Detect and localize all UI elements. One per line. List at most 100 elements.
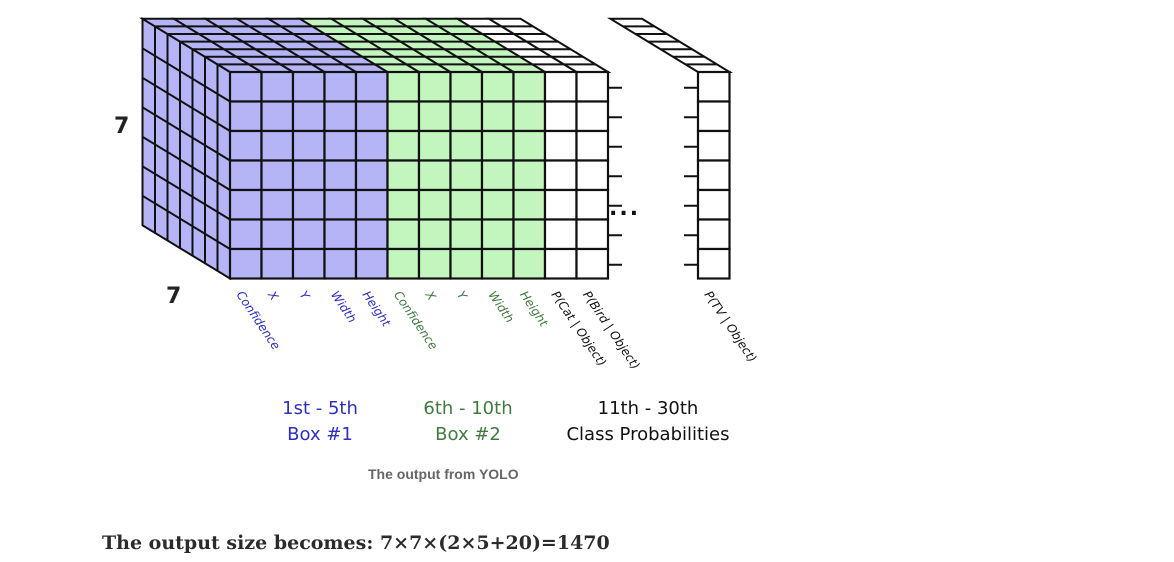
front-cell <box>354 100 389 133</box>
front-cell <box>228 129 263 162</box>
front-cell <box>323 70 358 103</box>
front-cell <box>543 100 578 133</box>
front-cell <box>228 70 263 103</box>
front-cell <box>260 159 295 192</box>
front-cell <box>291 159 326 192</box>
front-cell <box>512 100 547 133</box>
front-cell <box>575 188 610 221</box>
front-cell <box>543 247 578 280</box>
class-prob-label-last: P(TV | Object) <box>702 288 760 365</box>
depth-dimension-label: 7 <box>166 284 182 309</box>
front-cell <box>323 218 358 251</box>
front-cell <box>543 159 578 192</box>
front-cell <box>575 70 610 103</box>
side-row-line <box>141 135 231 191</box>
front-cell <box>449 247 484 280</box>
front-cell <box>291 100 326 133</box>
front-cell <box>228 159 263 192</box>
last-slab-cell <box>696 218 731 251</box>
front-cell <box>386 188 421 221</box>
front-cell <box>386 100 421 133</box>
front-cell <box>417 218 452 251</box>
front-cell <box>512 218 547 251</box>
box2-param-label: X <box>422 288 439 304</box>
last-slab-cell <box>696 159 731 192</box>
front-cell <box>260 70 295 103</box>
front-cell <box>291 218 326 251</box>
front-cell <box>543 129 578 162</box>
front-cell <box>449 100 484 133</box>
front-cell <box>260 188 295 221</box>
front-cell <box>354 188 389 221</box>
front-cell <box>228 218 263 251</box>
last-slab-cell <box>696 129 731 162</box>
front-cell <box>417 129 452 162</box>
front-cell <box>260 100 295 133</box>
figure-caption: The output from YOLO <box>368 466 519 482</box>
last-slab-cell <box>696 70 731 103</box>
front-cell <box>386 218 421 251</box>
class-name: Class Probabilities <box>566 424 730 445</box>
last-slab-cell <box>696 247 731 280</box>
box1-param-label: Width <box>328 288 359 325</box>
front-cell <box>354 159 389 192</box>
box2-range: 6th - 10th <box>423 398 513 419</box>
front-cell <box>449 188 484 221</box>
front-cell <box>480 100 515 133</box>
side-row-line <box>141 47 231 103</box>
front-cell <box>291 188 326 221</box>
front-cell <box>386 70 421 103</box>
front-cell <box>480 218 515 251</box>
box2-param-label: Height <box>517 288 552 330</box>
front-cell <box>323 247 358 280</box>
box2-name: Box #2 <box>435 424 501 445</box>
front-cell <box>323 129 358 162</box>
class-group-label: 11th - 30th Class Probabilities <box>548 396 748 448</box>
front-cell <box>575 218 610 251</box>
front-cell <box>417 159 452 192</box>
front-cell <box>575 129 610 162</box>
front-cell <box>575 159 610 192</box>
front-cell <box>417 100 452 133</box>
front-cell <box>480 159 515 192</box>
front-cell <box>354 247 389 280</box>
side-row-line <box>141 106 231 162</box>
front-cell <box>543 70 578 103</box>
front-cell <box>260 247 295 280</box>
class-range: 11th - 30th <box>597 398 699 419</box>
box1-param-label: X <box>264 288 281 304</box>
front-cell <box>480 129 515 162</box>
front-cell <box>575 100 610 133</box>
front-cell <box>228 188 263 221</box>
front-cell <box>354 218 389 251</box>
box2-param-label: Width <box>486 288 517 325</box>
front-cell <box>512 70 547 103</box>
box1-param-label: Height <box>360 288 395 330</box>
front-cell <box>291 247 326 280</box>
front-cell <box>386 159 421 192</box>
front-cell <box>417 70 452 103</box>
front-cell <box>543 188 578 221</box>
front-cell <box>449 159 484 192</box>
front-cell <box>480 247 515 280</box>
front-cell <box>260 129 295 162</box>
rows-dimension-label: 7 <box>114 114 130 139</box>
front-cell <box>228 247 263 280</box>
output-size-formula: The output size becomes: 7×7×(2×5+20)=14… <box>102 532 610 554</box>
box1-group-label: 1st - 5th Box #1 <box>262 396 378 448</box>
front-cell <box>449 70 484 103</box>
side-row-line <box>141 165 231 221</box>
front-cell <box>323 159 358 192</box>
box2-group-label: 6th - 10th Box #2 <box>408 396 528 448</box>
front-cell <box>291 70 326 103</box>
box2-param-label: Y <box>454 288 471 303</box>
last-slab-cell <box>696 100 731 133</box>
front-cell <box>323 100 358 133</box>
front-cell <box>417 247 452 280</box>
front-cell <box>543 218 578 251</box>
front-cell <box>354 70 389 103</box>
front-cell <box>417 188 452 221</box>
front-cell <box>260 218 295 251</box>
front-cell <box>512 129 547 162</box>
